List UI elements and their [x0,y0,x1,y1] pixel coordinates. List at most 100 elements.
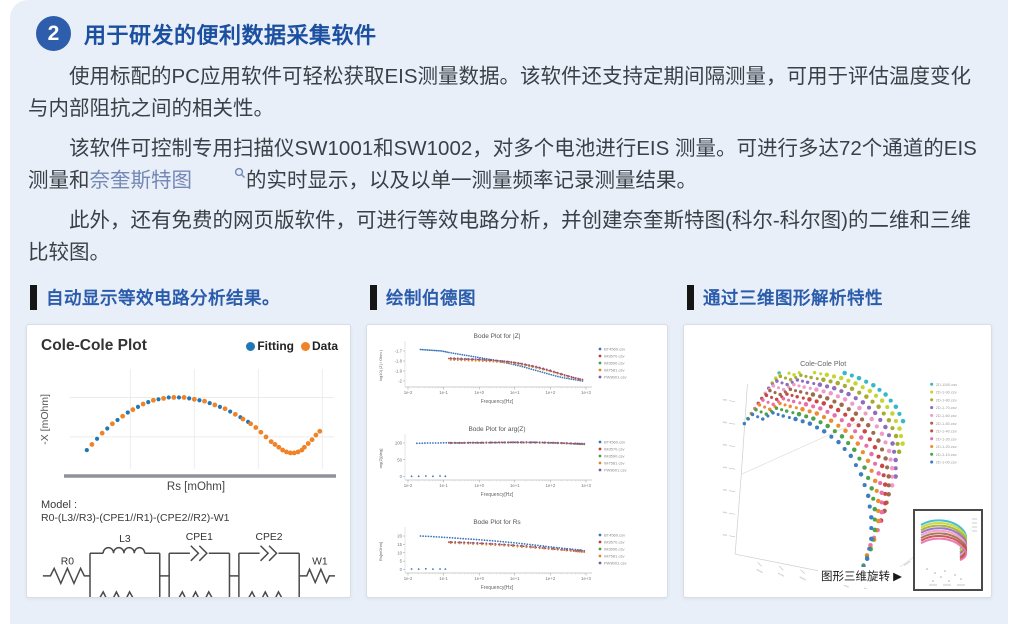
svg-text:2D-1-10.csv: 2D-1-10.csv [936,452,957,457]
svg-text:IM7581.csv: IM7581.csv [604,368,624,373]
feature-panels: 自动显示等效电路分析结果。 Cole-Cole Plot Fitting Dat… [26,283,992,598]
svg-text:IM3590.csv: IM3590.csv [604,454,624,459]
svg-text:1e+1: 1e+1 [510,390,520,395]
paragraph-3: 此外，还有免费的网页版软件，可进行等效电路分析，并创建奈奎斯特图(科尔-科尔图)… [28,209,971,264]
svg-text:2D-1-60.csv: 2D-1-60.csv [936,413,957,418]
panel-bode-plots: 绘制伯德图 Bode Plot for |Z| -1.7 -1.8 -1.9 -2 1e-… [366,283,668,598]
svg-text:BT4560.csv: BT4560.csv [604,347,625,352]
svg-text:Frequency[Hz]: Frequency[Hz] [481,585,514,591]
svg-text:0: 0 [400,474,403,479]
svg-text:1e-2: 1e-2 [404,576,413,581]
cole-cole-title: Cole-Cole Plot [41,337,147,354]
svg-text:2D-1-90.csv: 2D-1-90.csv [936,390,957,395]
label-cpe1: CPE1 [186,532,213,543]
svg-text:1e+1: 1e+1 [510,483,520,488]
svg-text:Bode Plot for Rs: Bode Plot for Rs [473,519,521,526]
svg-text:50: 50 [397,457,402,462]
svg-text:PW8001.csv: PW8001.csv [604,561,626,566]
svg-text:-1.9: -1.9 [395,369,403,374]
page-title: 用于研发的便利数据采集软件 [84,22,377,48]
svg-text:IM7581.csv: IM7581.csv [604,554,624,559]
svg-text:Cole-Cole Plot: Cole-Cole Plot [800,360,846,368]
header-bar-icon [370,284,377,310]
svg-text:1e+0: 1e+0 [474,576,484,581]
label-w1: W1 [312,557,328,568]
svg-text:2D-1-70.csv: 2D-1-70.csv [936,405,957,410]
legend-fitting: Fitting [246,339,294,353]
svg-text:1e-2: 1e-2 [404,483,413,488]
rotate-thumbnail[interactable] [913,509,983,591]
svg-text:BT4560.csv: BT4560.csv [604,533,625,538]
magnifier-icon [193,167,246,179]
panel1-header: 自动显示等效电路分析结果。 [30,283,351,311]
svg-text:15: 15 [397,542,402,547]
svg-text:PW8001.csv: PW8001.csv [604,468,626,473]
svg-text:Bode Plot for |Z|: Bode Plot for |Z| [474,333,521,340]
svg-text:1e-1: 1e-1 [439,483,448,488]
svg-text:0: 0 [400,567,403,572]
svg-text:2D-1-50.csv: 2D-1-50.csv [936,421,957,426]
header-bar-icon [687,284,694,310]
section-number-badge: 2 [36,16,71,51]
paragraph-2-text2: 的实时显示，以及以单一测量频率记录测量结果。 [246,169,697,192]
thumbnail-chart [920,518,977,586]
svg-text:1e+3: 1e+3 [581,483,591,488]
label-cpe2: CPE2 [256,532,283,543]
panel2-header: 绘制伯德图 [370,283,668,311]
svg-text:arg(Z)[deg]: arg(Z)[deg] [378,449,383,469]
panel3-header: 通过三维图形解析特性 [687,283,992,311]
svg-text:2D-1-20.csv: 2D-1-20.csv [936,444,957,449]
circuit-model-text: Model : R0-(L3//R3)-(CPE1//R1)-(CPE2//R2… [41,499,338,525]
panel-equivalent-circuit: 自动显示等效电路分析结果。 Cole-Cole Plot Fitting Dat… [26,283,351,598]
svg-text:1e+2: 1e+2 [546,483,556,488]
model-label: Model : [41,499,78,511]
svg-text:1e+2: 1e+2 [546,576,556,581]
cole-3d-chart: Cole-Cole Plot 2D-1100.csv 2D-1-90.csv 2D-1… [722,360,958,592]
circuit-diagram: R0 L3 R3 CPE1 R1 CPE2 R2 W1 [42,532,335,597]
svg-text:IM3590.csv: IM3590.csv [604,361,624,366]
cole-cole-ylabel: -X [mOhm] [38,393,51,445]
cole-cole-card: Cole-Cole Plot Fitting Data -X [mOhm] Rs… [26,324,351,598]
svg-text:1e+2: 1e+2 [546,390,556,395]
svg-text:Frequency[Hz]: Frequency[Hz] [481,492,514,498]
bode-plot-z: Bode Plot for |Z| -1.7 -1.8 -1.9 -2 1e-2 1e-1 1… [378,333,626,405]
svg-text:2D-1-80.csv: 2D-1-80.csv [936,397,957,402]
label-l3: L3 [119,534,131,545]
svg-text:100: 100 [395,441,403,446]
svg-text:1e+1: 1e+1 [510,576,520,581]
svg-text:IM3570.csv: IM3570.csv [604,447,624,452]
data-dot-icon [300,342,310,351]
model-formula: R0-(L3//R3)-(CPE1//R1)-(CPE2//R2)-W1 [41,512,230,524]
svg-text:20: 20 [397,534,402,539]
svg-text:2D-1100.csv: 2D-1100.csv [936,382,958,387]
body-text: 使用标配的PC应用软件可轻松获取EIS测量数据。该软件还支持定期间隔测量，可用于… [28,61,990,269]
cole-cole-xlabel: Rs [mOhm] [166,481,226,493]
svg-text:IM3590.csv: IM3590.csv [604,547,624,552]
svg-text:1e+3: 1e+3 [581,576,591,581]
svg-text:log10( |Z| / Ohm ): log10( |Z| / Ohm ) [378,349,383,381]
svg-text:1e+3: 1e+3 [581,390,591,395]
svg-text:-1.7: -1.7 [395,349,403,354]
svg-text:1e-1: 1e-1 [439,576,448,581]
paragraph-1: 使用标配的PC应用软件可轻松获取EIS测量数据。该软件还支持定期间隔测量，可用于… [28,65,972,120]
svg-text:IM7581.csv: IM7581.csv [604,461,624,466]
svg-text:-1.8: -1.8 [395,359,403,364]
cole-cole-legend: Fitting Data [246,339,338,353]
nyquist-link[interactable]: 奈奎斯特图 [89,169,193,192]
header-bar-icon [30,284,37,310]
bode-plot-rs: Bode Plot for Rs 20 15 10 5 01e-2 1e-1 1e+0 1e+1… [378,519,626,591]
bode-card: Bode Plot for |Z| -1.7 -1.8 -1.9 -2 1e-2 1e-1 1… [366,324,668,598]
svg-text:2D-1-30.csv: 2D-1-30.csv [936,436,957,441]
panel1-title: 自动显示等效电路分析结果。 [46,287,280,308]
svg-text:10: 10 [397,550,402,555]
svg-text:1e-2: 1e-2 [404,390,413,395]
rotate-3d-label[interactable]: 图形三维旋转 ▶ [817,567,905,585]
svg-text:1e+0: 1e+0 [474,483,484,488]
svg-text:IM3570.csv: IM3570.csv [604,540,624,545]
section-content: 2 用于研发的便利数据采集软件 使用标配的PC应用软件可轻松获取EIS测量数据。… [10,0,1008,624]
paragraph-2-text: 该软件可控制专用扫描仪SW1001和SW1002，对多个电池进行EIS 测量。可… [28,137,977,192]
svg-text:IM3570.csv: IM3570.csv [604,354,624,359]
svg-text:2D-1-40.csv: 2D-1-40.csv [936,429,957,434]
label-r0: R0 [61,557,74,568]
cole-3d-card: Cole-Cole Plot 2D-1100.csv 2D-1-90.csv 2D-1… [683,324,992,598]
